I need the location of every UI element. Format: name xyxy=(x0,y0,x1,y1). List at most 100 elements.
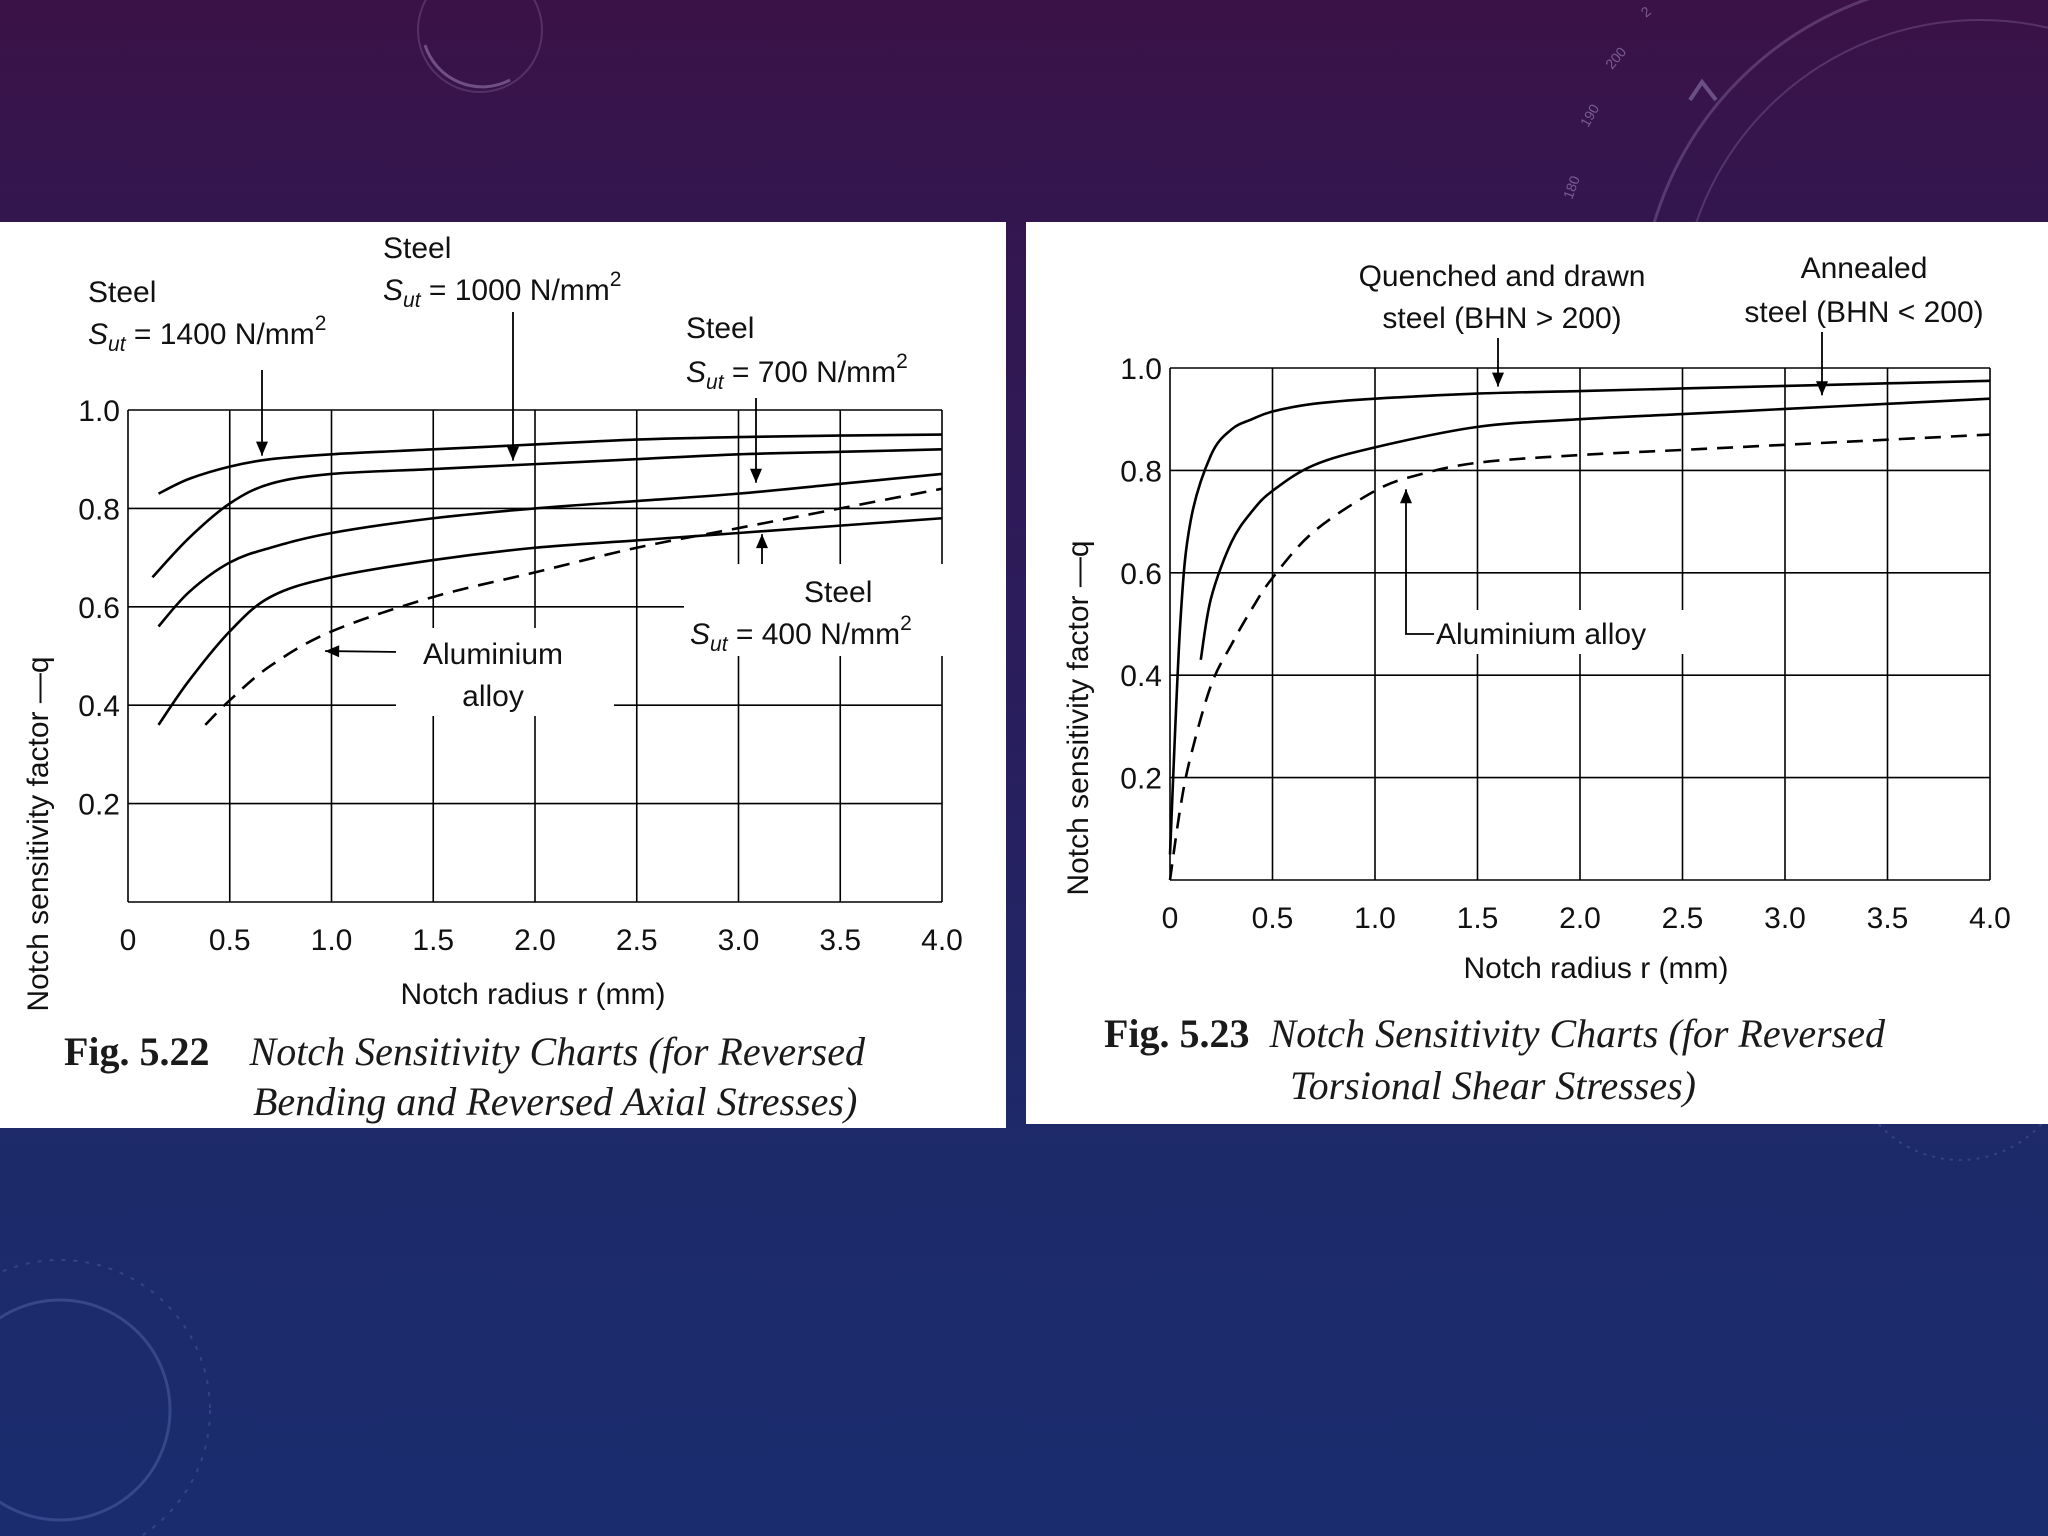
series-line xyxy=(1168,433,1991,881)
annotation-aluminium: Aluminium alloy xyxy=(396,628,614,716)
annotation-line2: Sut = 700 N/mm2 xyxy=(686,350,908,394)
annotation-line1: Steel xyxy=(88,276,156,309)
x-tick-label: 4.0 xyxy=(1969,902,2011,935)
decor-dial-tick-210: 2 xyxy=(1638,3,1654,20)
annotation-steel-700: Steel Sut = 700 N/mm2 xyxy=(686,312,908,394)
y-axis-label: Notch sensitivity factor —q xyxy=(22,656,55,1011)
caption-line2: Bending and Reversed Axial Stresses) xyxy=(253,1079,858,1124)
series-line xyxy=(204,487,943,726)
annotation-leaders xyxy=(256,312,776,658)
figure-caption-right: Fig. 5.23 Notch Sensitivity Charts (for … xyxy=(1104,1010,1885,1058)
decor-ring-bottom-left-outer xyxy=(0,1259,211,1536)
x-tick-label: 3.5 xyxy=(1867,902,1909,935)
series-line xyxy=(1168,379,1991,855)
figure-caption-left: Fig. 5.22 Notch Sensitivity Charts (for … xyxy=(64,1028,865,1076)
figure-panel-left: 0 0.5 1.0 1.5 2.0 2.5 3.0 3.5 4.0 0.2 0.4 0.6 0.8 1.0… xyxy=(0,222,1006,1128)
x-tick-label: 2.5 xyxy=(616,924,658,957)
leader-arrowhead xyxy=(1816,381,1828,396)
annotation-line1: Quenched and drawn xyxy=(1359,260,1646,293)
annotation-line2: steel (BHN < 200) xyxy=(1744,296,1983,329)
decor-ring-right-mid xyxy=(1849,939,2048,1161)
grid xyxy=(127,409,943,903)
annotation-steel-1000: Steel Sut = 1000 N/mm2 xyxy=(383,232,621,312)
x-tick-label: 1.5 xyxy=(1457,902,1499,935)
x-tick-label: 2.0 xyxy=(514,924,556,957)
series-line xyxy=(1199,397,1991,661)
series-line xyxy=(151,448,943,579)
x-tick-label: 0.5 xyxy=(1252,902,1294,935)
leader-arrowhead xyxy=(507,446,519,461)
annotation-line1: Aluminium alloy xyxy=(1436,618,1646,651)
decor-dial-tick-200: 200 xyxy=(1602,44,1629,72)
y-tick-label: 0.8 xyxy=(1120,455,1162,488)
annotation-line2: Sut = 1000 N/mm2 xyxy=(383,268,621,312)
decor-dial-tick-190: 190 xyxy=(1577,101,1603,129)
series-lines xyxy=(1168,379,1991,881)
y-tick-label: 0.6 xyxy=(1120,558,1162,591)
leader-arrowhead xyxy=(1492,372,1504,387)
annotation-line1: Aluminium xyxy=(423,638,563,671)
leader-arrowhead xyxy=(325,645,340,658)
decor-chevron xyxy=(1688,78,1718,102)
annotation-line2: Sut = 400 N/mm2 xyxy=(690,612,912,656)
tick-labels: 0 0.5 1.0 1.5 2.0 2.5 3.0 3.5 4.0 0.2 0.4 0.6 0.8 1.0 xyxy=(78,395,963,957)
leader-arrowhead xyxy=(256,441,268,456)
y-tick-label: 1.0 xyxy=(78,395,120,428)
x-tick-label: 0.5 xyxy=(209,924,251,957)
x-tick-label: 1.5 xyxy=(412,924,454,957)
x-tick-label: 3.0 xyxy=(718,924,760,957)
figure-panel-right: 0 0.5 1.0 1.5 2.0 2.5 3.0 3.5 4.0 0.2 0.4 0.6 0.8 1.0… xyxy=(1026,222,2048,1124)
annotation-line1: Steel xyxy=(686,312,754,345)
annotation-line1: Steel xyxy=(804,576,872,609)
x-tick-label: 3.5 xyxy=(819,924,861,957)
leader-arrowhead xyxy=(1400,489,1412,504)
leader-arrowhead xyxy=(750,468,762,483)
decor-dial-tick-180: 180 xyxy=(1560,173,1583,201)
x-tick-label: 0 xyxy=(120,924,137,957)
caption-line2: Torsional Shear Stresses) xyxy=(1290,1063,1696,1108)
decor-ring-bottom-left xyxy=(0,1298,172,1522)
decor-ring-top xyxy=(417,0,543,93)
annotation-leaders xyxy=(1400,332,1828,635)
x-tick-label: 4.0 xyxy=(921,924,963,957)
y-axis-label: Notch sensitivity factor —q xyxy=(1062,540,1095,895)
y-tick-label: 0.4 xyxy=(78,690,120,723)
notch-sensitivity-chart-bending: 0 0.5 1.0 1.5 2.0 2.5 3.0 3.5 4.0 0.2 0.4 0.6 0.8 1.0… xyxy=(22,232,974,1012)
x-tick-label: 2.5 xyxy=(1662,902,1704,935)
x-tick-label: 1.0 xyxy=(1354,902,1396,935)
annotation-steel-400: Steel Sut = 400 N/mm2 xyxy=(684,564,974,656)
annotation-steel-1400: Steel Sut = 1400 N/mm2 xyxy=(88,276,326,356)
annotation-quenched-steel: Quenched and drawn steel (BHN > 200) xyxy=(1359,260,1646,335)
annotation-line1: Annealed xyxy=(1801,252,1928,285)
leader-arrowhead xyxy=(756,534,768,549)
y-tick-label: 0.8 xyxy=(78,493,120,526)
decor-arc-top xyxy=(423,44,511,89)
annotation-line2: Sut = 1400 N/mm2 xyxy=(88,312,326,356)
annotation-line1: Steel xyxy=(383,232,451,265)
annotation-annealed-steel: Annealed steel (BHN < 200) xyxy=(1744,252,1983,329)
x-tick-label: 3.0 xyxy=(1764,902,1806,935)
annotation-line2: alloy xyxy=(462,680,524,713)
annotation-aluminium-alloy: Aluminium alloy xyxy=(1434,610,1734,654)
y-tick-label: 0.6 xyxy=(78,592,120,625)
annotation-line2: steel (BHN > 200) xyxy=(1382,302,1621,335)
y-tick-label: 0.4 xyxy=(1120,660,1162,693)
caption-number: Fig. 5.22 xyxy=(64,1029,210,1074)
x-tick-label: 1.0 xyxy=(311,924,353,957)
leader-line xyxy=(1405,489,1440,635)
figure-caption-right-line2: Torsional Shear Stresses) xyxy=(1290,1062,1696,1110)
series-line xyxy=(157,433,943,495)
tick-labels: 0 0.5 1.0 1.5 2.0 2.5 3.0 3.5 4.0 0.2 0.4 0.6 0.8 1.0 xyxy=(1120,353,2011,935)
caption-line1: Notch Sensitivity Charts (for Reversed xyxy=(249,1029,865,1074)
x-axis-label: Notch radius r (mm) xyxy=(1463,952,1728,985)
x-tick-label: 0 xyxy=(1162,902,1179,935)
series-line xyxy=(157,472,943,628)
caption-line1: Notch Sensitivity Charts (for Reversed xyxy=(1269,1011,1885,1056)
y-tick-label: 0.2 xyxy=(78,789,120,822)
notch-sensitivity-chart-torsion: 0 0.5 1.0 1.5 2.0 2.5 3.0 3.5 4.0 0.2 0.4 0.6 0.8 1.0… xyxy=(1062,252,2011,985)
caption-number: Fig. 5.23 xyxy=(1104,1011,1250,1056)
series-lines xyxy=(151,433,943,726)
figure-caption-left-line2: Bending and Reversed Axial Stresses) xyxy=(253,1078,857,1126)
y-tick-label: 0.2 xyxy=(1120,763,1162,796)
x-tick-label: 2.0 xyxy=(1559,902,1601,935)
